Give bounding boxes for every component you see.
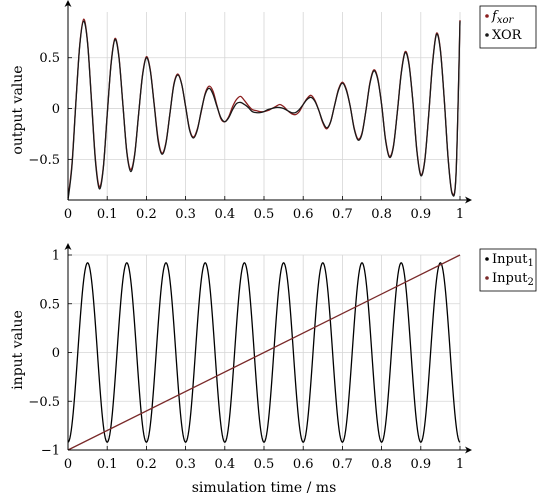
x-tick-label: 0.8 (371, 457, 392, 472)
input-chart-xlabel: simulation time / ms (192, 480, 337, 496)
x-tick-label: 0.9 (410, 207, 431, 222)
series-line-input-2 (67, 254, 461, 451)
x-tick-label: 0.3 (175, 207, 196, 222)
legend-box (479, 5, 537, 49)
x-tick-label: 0 (64, 207, 72, 222)
x-tick-label: 0.3 (175, 457, 196, 472)
legend-label: XOR (492, 28, 523, 43)
series-line-input-1 (67, 262, 461, 443)
x-tick-label: 0.1 (97, 207, 118, 222)
y-tick-label: −1 (41, 444, 60, 459)
y-axis-arrow (64, 243, 72, 250)
legend-label-name: XOR (492, 28, 523, 43)
x-tick-label: 0.5 (254, 207, 275, 222)
x-axis-arrow (465, 196, 472, 204)
x-tick-label: 0.6 (293, 457, 314, 472)
y-tick-label: −0.5 (28, 153, 60, 168)
legend-label-subscript: 2 (527, 277, 533, 288)
x-tick-label: 0.8 (371, 207, 392, 222)
legend-label: Input2 (492, 271, 534, 288)
output-chart-ticks: 0 0.1 0.2 0.3 0.4 0.5 0.6 0.7 0.8 0.9 1 −0.5 0 0.5 (28, 51, 464, 222)
x-tick-label: 0.5 (254, 457, 275, 472)
x-tick-label: 0.4 (214, 457, 235, 472)
output-chart-series (67, 18, 461, 201)
y-tick-label: 0 (52, 346, 60, 361)
legend-marker (485, 276, 489, 280)
output-chart-legend: fxor XOR (479, 5, 537, 49)
output-chart-grid (68, 12, 461, 200)
x-tick-label: 0.7 (332, 207, 353, 222)
legend-marker (485, 257, 489, 261)
x-tick-label: 0.2 (136, 457, 157, 472)
x-tick-label: 0 (64, 457, 72, 472)
legend-label-name: f (491, 9, 499, 24)
input-chart-series (67, 254, 461, 451)
legend-label-subscript: xor (497, 15, 515, 26)
legend-label-name: Input (492, 252, 528, 267)
x-tick-label: 0.1 (97, 457, 118, 472)
output-chart-axes (64, 0, 472, 204)
x-tick-label: 0.6 (293, 207, 314, 222)
output-chart: 0 0.1 0.2 0.3 0.4 0.5 0.6 0.7 0.8 0.9 1 −0.5 0 0.5 ou… (10, 0, 537, 222)
y-tick-label: −0.5 (28, 395, 60, 410)
x-tick-label: 0.7 (332, 457, 353, 472)
x-tick-label: 1 (456, 457, 464, 472)
x-tick-label: 1 (456, 207, 464, 222)
input-chart-ticks: 0 0.1 0.2 0.3 0.4 0.5 0.6 0.7 0.8 0.9 1 −1 −0.5 0 0.5 1 (28, 249, 464, 473)
x-tick-label: 0.4 (214, 207, 235, 222)
legend-label-subscript: 1 (527, 258, 533, 269)
legend-label: Input1 (492, 252, 534, 269)
y-tick-label: 1 (52, 249, 60, 264)
y-axis-arrow (64, 0, 72, 7)
legend-marker (485, 33, 489, 37)
x-tick-label: 0.9 (410, 457, 431, 472)
legend-box (479, 248, 537, 292)
input-chart: 0 0.1 0.2 0.3 0.4 0.5 0.6 0.7 0.8 0.9 1 −1 −0.5 0 0.5 1… (10, 243, 537, 496)
legend-label: fxor (491, 9, 514, 26)
x-tick-label: 0.2 (136, 207, 157, 222)
x-axis-arrow (465, 446, 472, 454)
input-chart-ylabel: input value (10, 310, 26, 390)
legend-label-name: Input (492, 271, 528, 286)
legend-marker (485, 14, 489, 18)
input-chart-axes (64, 243, 472, 454)
y-tick-label: 0.5 (39, 51, 60, 66)
y-tick-label: 0.5 (39, 297, 60, 312)
output-chart-ylabel: output value (10, 65, 26, 154)
series-line-xor (67, 20, 461, 201)
y-tick-label: 0 (52, 102, 60, 117)
